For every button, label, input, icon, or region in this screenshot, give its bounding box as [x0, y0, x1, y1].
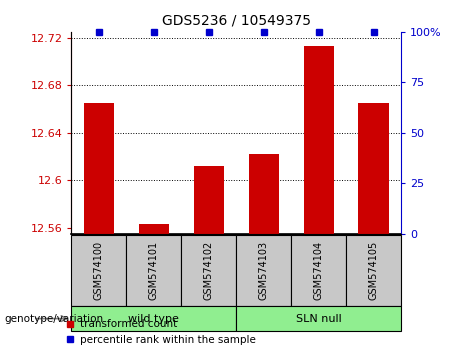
Text: GSM574102: GSM574102	[204, 241, 214, 301]
Bar	[248, 154, 279, 234]
Text: genotype/variation: genotype/variation	[5, 314, 104, 324]
Bar	[71, 235, 126, 306]
Text: SLN null: SLN null	[296, 314, 342, 324]
Bar	[71, 306, 236, 331]
Text: GSM574104: GSM574104	[313, 241, 324, 301]
Bar	[236, 306, 401, 331]
Bar	[359, 103, 389, 234]
Bar	[84, 103, 114, 234]
Text: GSM574103: GSM574103	[259, 241, 269, 301]
Bar	[194, 166, 224, 234]
Text: wild type: wild type	[129, 314, 179, 324]
Bar	[291, 235, 346, 306]
Bar	[303, 46, 334, 234]
Bar	[236, 235, 291, 306]
Bar	[346, 235, 401, 306]
Bar	[126, 235, 181, 306]
Title: GDS5236 / 10549375: GDS5236 / 10549375	[162, 14, 311, 28]
Text: GSM574101: GSM574101	[149, 241, 159, 301]
Legend: transformed count, percentile rank within the sample: transformed count, percentile rank withi…	[60, 315, 260, 349]
Text: GSM574100: GSM574100	[94, 241, 104, 301]
Bar	[181, 235, 236, 306]
Text: GSM574105: GSM574105	[369, 241, 378, 301]
Bar	[139, 224, 169, 234]
